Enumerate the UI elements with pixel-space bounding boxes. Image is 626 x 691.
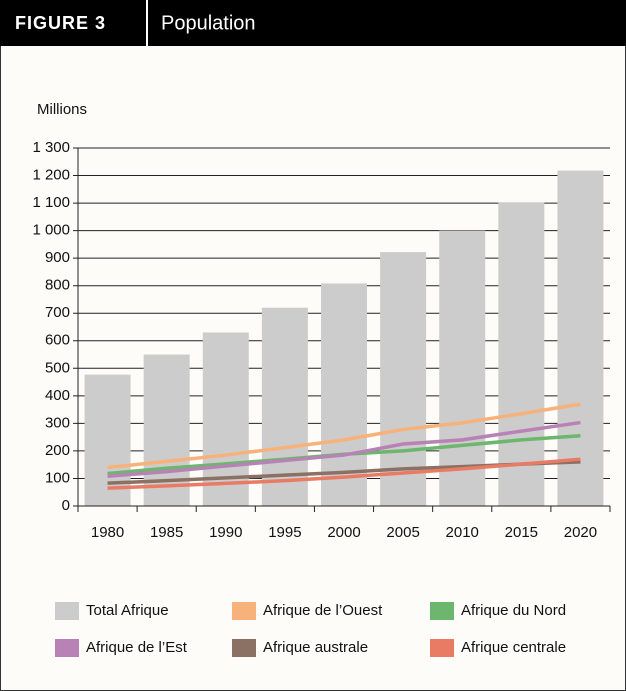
- legend-label: Afrique australe: [263, 639, 368, 656]
- x-tick-label: 1985: [150, 524, 183, 541]
- y-tick-label: 400: [45, 387, 70, 404]
- legend-label: Afrique de l’Est: [86, 639, 188, 656]
- legend-label: Afrique centrale: [461, 639, 566, 656]
- line: [107, 420, 581, 479]
- legend-label: Afrique de l’Ouest: [263, 602, 383, 619]
- bar: [321, 283, 367, 506]
- x-tick-label: 2000: [327, 524, 360, 541]
- y-tick-label: 800: [45, 277, 70, 294]
- legend-swatch: [232, 639, 256, 657]
- y-tick-label: 1 000: [32, 222, 70, 239]
- y-tick-label: 500: [45, 359, 70, 376]
- line: [107, 457, 581, 490]
- bar: [498, 202, 545, 506]
- chart-title: Population: [161, 12, 256, 34]
- legend-swatch: [55, 639, 79, 657]
- x-tick-label: 2020: [564, 524, 597, 541]
- y-tick-label: 1 100: [32, 194, 70, 211]
- header-bar: [0, 0, 626, 46]
- legend-swatch: [430, 602, 454, 620]
- bar: [557, 170, 604, 506]
- x-tick-label: 1995: [268, 524, 301, 541]
- x-tick-label: 2015: [505, 524, 538, 541]
- y-axis-label: Millions: [37, 101, 87, 118]
- line: [107, 402, 581, 470]
- legend-swatch: [55, 602, 79, 620]
- bar: [439, 230, 486, 506]
- y-tick-label: 1 200: [32, 167, 70, 184]
- y-tick-label: 700: [45, 304, 70, 321]
- legend-swatch: [430, 639, 454, 657]
- legend-label: Afrique du Nord: [461, 602, 566, 619]
- y-tick-label: 600: [45, 332, 70, 349]
- x-tick-label: 2010: [446, 524, 479, 541]
- y-tick-label: 0: [62, 497, 70, 514]
- y-tick-label: 900: [45, 249, 70, 266]
- y-tick-label: 300: [45, 414, 70, 431]
- legend-label: Total Afrique: [86, 602, 169, 619]
- x-tick-label: 1980: [91, 524, 124, 541]
- x-tick-label: 2005: [386, 524, 419, 541]
- y-tick-label: 100: [45, 469, 70, 486]
- y-tick-label: 200: [45, 442, 70, 459]
- bar: [143, 354, 190, 506]
- legend-swatch: [232, 602, 256, 620]
- figure-label: FIGURE 3: [15, 13, 106, 33]
- y-tick-label: 1 300: [32, 139, 70, 156]
- bar: [380, 252, 427, 506]
- x-tick-label: 1990: [209, 524, 242, 541]
